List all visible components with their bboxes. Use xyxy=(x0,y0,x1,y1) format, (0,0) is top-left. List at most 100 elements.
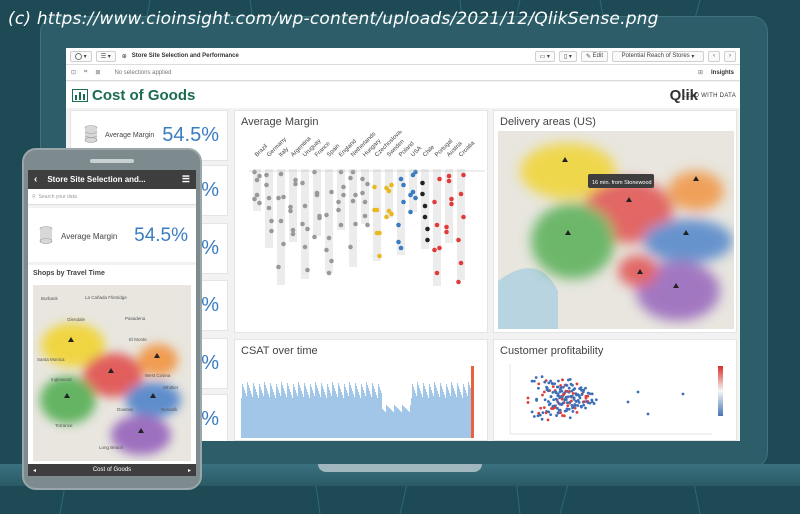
profit-point[interactable] xyxy=(530,410,534,414)
profit-point[interactable] xyxy=(563,409,567,413)
profit-point[interactable] xyxy=(542,390,546,394)
margin-point[interactable] xyxy=(254,192,260,198)
profit-point[interactable] xyxy=(557,379,560,383)
margin-point[interactable] xyxy=(281,241,286,247)
profit-point[interactable] xyxy=(573,387,577,391)
margin-point[interactable] xyxy=(338,222,344,228)
margin-point[interactable] xyxy=(353,192,358,198)
margin-point[interactable] xyxy=(290,231,296,237)
smart-search-icon[interactable]: ⊡ xyxy=(71,70,77,76)
margin-point[interactable] xyxy=(396,222,401,228)
profit-point[interactable] xyxy=(543,380,547,384)
margin-point[interactable] xyxy=(374,207,380,213)
margin-point[interactable] xyxy=(312,234,317,240)
margin-point[interactable] xyxy=(300,221,305,227)
margin-point[interactable] xyxy=(410,172,416,178)
profit-point[interactable] xyxy=(569,382,573,386)
margin-point[interactable] xyxy=(432,247,437,253)
profitability-panel[interactable]: Customer profitability xyxy=(493,339,737,441)
margin-point[interactable] xyxy=(384,214,389,220)
profit-point[interactable] xyxy=(646,412,650,416)
profit-point[interactable] xyxy=(530,379,534,383)
profit-point[interactable] xyxy=(540,375,544,379)
back-icon[interactable]: ‹ xyxy=(34,174,38,185)
profit-point[interactable] xyxy=(554,390,557,394)
profit-point[interactable] xyxy=(571,409,575,413)
device-button[interactable]: ▯ ▾ xyxy=(558,50,577,62)
phone-delivery-map[interactable]: Burbank La Cañada Flintridge Glendale Pasad… xyxy=(33,285,191,461)
profit-point[interactable] xyxy=(681,392,685,396)
profit-point[interactable] xyxy=(565,401,569,405)
profit-point[interactable] xyxy=(570,399,573,403)
profit-point[interactable] xyxy=(556,411,560,415)
margin-point[interactable] xyxy=(336,207,341,213)
profit-point[interactable] xyxy=(539,406,543,410)
profit-point[interactable] xyxy=(537,386,540,390)
story-button[interactable]: ▭ ▾ xyxy=(534,50,555,62)
lasso-icon[interactable]: ⌗ xyxy=(84,69,88,75)
margin-point[interactable] xyxy=(434,222,440,228)
margin-point[interactable] xyxy=(362,213,368,219)
margin-point[interactable] xyxy=(434,270,440,276)
margin-point[interactable] xyxy=(266,195,272,201)
margin-point[interactable] xyxy=(449,201,454,207)
delivery-map[interactable]: 16 min. from Stonewood xyxy=(498,131,734,329)
profit-point[interactable] xyxy=(584,396,588,400)
profit-point[interactable] xyxy=(566,404,570,408)
margin-point[interactable] xyxy=(312,169,317,175)
profit-point[interactable] xyxy=(574,399,578,403)
profit-point[interactable] xyxy=(567,378,570,382)
margin-point[interactable] xyxy=(384,185,389,191)
profit-point[interactable] xyxy=(559,386,563,390)
phone-map-panel[interactable]: Shops by Travel Time Burbank La Cañada Fl… xyxy=(28,265,196,465)
profit-point[interactable] xyxy=(582,403,586,407)
profit-point[interactable] xyxy=(567,386,571,390)
profit-point[interactable] xyxy=(584,400,588,403)
margin-point[interactable] xyxy=(444,229,449,235)
margin-point[interactable] xyxy=(278,218,284,224)
profit-point[interactable] xyxy=(580,393,584,397)
profit-point[interactable] xyxy=(578,387,581,391)
margin-point[interactable] xyxy=(293,177,298,183)
margin-point[interactable] xyxy=(365,222,370,228)
profit-point[interactable] xyxy=(547,381,551,385)
profit-point[interactable] xyxy=(568,416,572,420)
profit-point[interactable] xyxy=(552,398,556,402)
margin-point[interactable] xyxy=(329,258,334,264)
margin-point[interactable] xyxy=(257,200,262,206)
profit-point[interactable] xyxy=(572,396,576,400)
margin-point[interactable] xyxy=(396,239,401,245)
margin-point[interactable] xyxy=(288,208,293,214)
profit-point[interactable] xyxy=(541,393,544,397)
profit-point[interactable] xyxy=(534,376,538,379)
margin-point[interactable] xyxy=(293,181,298,187)
profit-point[interactable] xyxy=(579,404,583,408)
margin-point[interactable] xyxy=(302,203,308,209)
profit-point[interactable] xyxy=(555,414,558,417)
margin-point[interactable] xyxy=(398,176,404,182)
insights-grid-icon[interactable]: ⊞ xyxy=(697,70,703,76)
profit-point[interactable] xyxy=(547,389,550,393)
csat-chart[interactable] xyxy=(239,362,483,440)
margin-point[interactable] xyxy=(305,226,310,232)
profitability-scatter[interactable] xyxy=(498,362,734,440)
profit-point[interactable] xyxy=(588,401,592,405)
margin-point[interactable] xyxy=(461,214,466,220)
margin-point[interactable] xyxy=(408,192,413,198)
margin-point[interactable] xyxy=(425,226,430,232)
margin-point[interactable] xyxy=(386,208,392,214)
profit-point[interactable] xyxy=(549,379,553,383)
profit-point[interactable] xyxy=(551,385,555,388)
clear-selection-icon[interactable]: ⊠ xyxy=(95,70,101,76)
profit-point[interactable] xyxy=(547,403,551,407)
margin-point[interactable] xyxy=(446,178,452,184)
profit-point[interactable] xyxy=(537,382,541,386)
profit-point[interactable] xyxy=(526,401,530,404)
profit-point[interactable] xyxy=(559,411,563,414)
margin-point[interactable] xyxy=(437,176,442,182)
profit-point[interactable] xyxy=(594,398,598,402)
margin-point[interactable] xyxy=(269,228,274,234)
profit-point[interactable] xyxy=(551,390,555,394)
profit-point[interactable] xyxy=(567,407,571,411)
margin-point[interactable] xyxy=(408,209,413,215)
